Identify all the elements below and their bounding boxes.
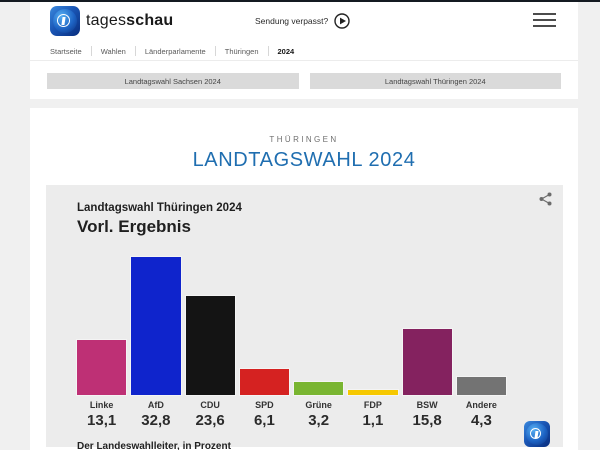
chart-source-note: Der Landeswahlleiter, in Prozent (77, 441, 231, 450)
play-icon[interactable] (334, 13, 350, 29)
bar-linke (75, 339, 128, 396)
brand-regular: tages (86, 12, 127, 29)
content-column: tagesschau Sendung verpasst? Startseite … (30, 2, 578, 450)
browser-top-edge (0, 0, 600, 2)
tab-landtagswahl-sachsen-2024[interactable]: Landtagswahl Sachsen 2024 (47, 73, 299, 89)
bar-label-cell-fdp: FDP 1,1 (348, 395, 397, 429)
chart-title: Landtagswahl Thüringen 2024 (77, 202, 242, 214)
election-tabs: Landtagswahl Sachsen 2024 Landtagswahl T… (30, 61, 578, 89)
ard-ring-icon (57, 14, 70, 27)
bar-label-cell-grüne: Grüne 3,2 (294, 395, 343, 429)
breadcrumb-separator (134, 46, 136, 56)
chart-subtitle: Vorl. Ergebnis (77, 217, 191, 236)
page-title: LANDTAGSWAHL 2024 (192, 149, 416, 171)
main-section: THÜRINGEN LANDTAGSWAHL 2024 Landtagswahl… (30, 108, 578, 450)
breadcrumb-item-laenderparlamente[interactable]: Länderparlamente (144, 46, 206, 56)
bar-label-cell-bsw: BSW 15,8 (403, 395, 452, 429)
bar-label-cell-andere: Andere 4,3 (457, 395, 506, 429)
bars (75, 246, 508, 397)
party-value: 6,1 (253, 412, 275, 429)
bar-bsw (401, 327, 453, 397)
breadcrumb-item-thueringen[interactable]: Thüringen (224, 46, 259, 56)
brand-wordmark[interactable]: tagesschau (86, 12, 173, 30)
tagesschau-watermark-icon (524, 421, 550, 447)
breadcrumb-separator (90, 46, 92, 56)
party-label: CDU (200, 400, 220, 410)
party-value: 23,6 (195, 412, 225, 429)
tagesschau-logo-icon[interactable] (50, 6, 80, 36)
section-gap (30, 99, 578, 108)
bar-label-cell-afd: AfD 32,8 (131, 395, 180, 429)
party-label: BSW (416, 400, 438, 410)
party-value: 32,8 (141, 412, 171, 429)
bar-label-cell-spd: SPD 6,1 (240, 395, 289, 429)
page-kicker: THÜRINGEN (269, 135, 339, 144)
bar-andere (455, 375, 508, 397)
ard-one-icon (534, 430, 538, 438)
bar-labels: Linke 13,1 AfD 32,8 CDU 23,6 SPD 6,1 Grüne 3,2 FDP… (77, 395, 506, 429)
party-value: 15,8 (412, 412, 442, 429)
hamburger-menu-icon[interactable] (533, 13, 556, 28)
bar-cdu (184, 294, 236, 397)
party-value: 13,1 (87, 412, 117, 429)
party-value: 1,1 (362, 412, 384, 429)
party-label: AfD (147, 400, 164, 410)
breadcrumb-separator (214, 46, 216, 56)
tab-landtagswahl-thueringen-2024[interactable]: Landtagswahl Thüringen 2024 (309, 73, 561, 89)
breadcrumb: Startseite Wahlen Länderparlamente Thüri… (30, 42, 578, 61)
bar-grüne (292, 380, 345, 397)
site-header-section: tagesschau Sendung verpasst? Startseite … (30, 2, 578, 99)
party-label: Grüne (305, 400, 332, 410)
bar-fdp (347, 389, 399, 396)
bar-spd (238, 368, 291, 396)
bar-afd (130, 256, 182, 396)
breadcrumb-separator (267, 46, 269, 56)
ard-ring-icon (530, 428, 541, 439)
party-label: Linke (89, 400, 114, 410)
party-label: Andere (465, 400, 497, 410)
share-icon[interactable] (539, 192, 552, 206)
party-label: SPD (255, 400, 274, 410)
results-chart-card: Landtagswahl Thüringen 2024 Vorl. Ergebn… (46, 185, 563, 450)
breadcrumb-item-startseite[interactable]: Startseite (50, 46, 82, 56)
breadcrumb-item-2024[interactable]: 2024 (277, 46, 295, 56)
party-value: 3,2 (308, 412, 330, 429)
bar-label-cell-cdu: CDU 23,6 (186, 395, 235, 429)
party-value: 4,3 (470, 412, 492, 429)
missed-broadcast-link[interactable]: Sendung verpasst? (255, 13, 350, 29)
bar-label-cell-linke: Linke 13,1 (77, 395, 126, 429)
site-header: tagesschau Sendung verpasst? (30, 2, 578, 42)
breadcrumb-item-wahlen[interactable]: Wahlen (100, 46, 126, 56)
missed-broadcast-label: Sendung verpasst? (255, 16, 329, 26)
party-label: FDP (363, 400, 382, 410)
brand-bold: schau (126, 12, 174, 29)
